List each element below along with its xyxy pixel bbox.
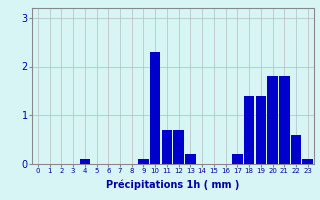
Bar — [80, 159, 90, 164]
Bar — [302, 159, 313, 164]
Bar — [185, 154, 196, 164]
Bar — [256, 96, 266, 164]
Bar — [232, 154, 243, 164]
Bar — [279, 76, 290, 164]
Bar — [173, 130, 184, 164]
X-axis label: Précipitations 1h ( mm ): Précipitations 1h ( mm ) — [106, 180, 239, 190]
Bar — [291, 135, 301, 164]
Bar — [138, 159, 149, 164]
Bar — [267, 76, 278, 164]
Bar — [244, 96, 254, 164]
Bar — [162, 130, 172, 164]
Bar — [150, 52, 161, 164]
